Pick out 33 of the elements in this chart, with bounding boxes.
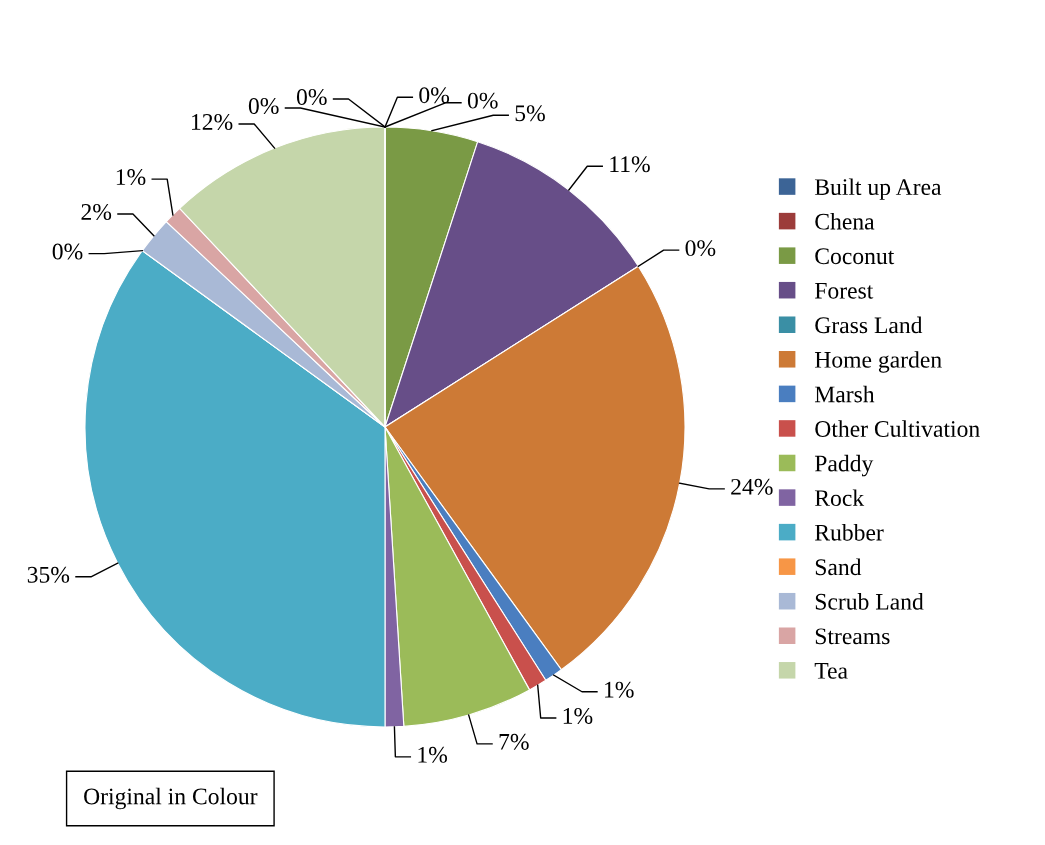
data-label: 1%	[116, 169, 146, 186]
data-label: 7%	[499, 733, 529, 750]
text: 0%	[467, 92, 498, 109]
legend-label: Sand	[815, 558, 862, 576]
data-label: 2%	[81, 203, 112, 220]
legend-label: Paddy	[814, 454, 874, 477]
data-label: 24%	[731, 478, 773, 495]
legend-label: Chena	[815, 213, 875, 230]
text: 0%	[296, 89, 327, 106]
data-label: 12%	[192, 114, 233, 131]
text: 0%	[419, 87, 450, 104]
legend-label: Scrub Land	[815, 593, 924, 610]
legend-label: Rock	[814, 489, 865, 507]
text: 0%	[52, 243, 83, 260]
text: 0%	[248, 98, 279, 115]
legend-label: Tea	[814, 663, 848, 679]
data-label: 1%	[418, 746, 448, 763]
text: 0%	[685, 240, 716, 257]
legend-label: Built up Area	[814, 178, 942, 200]
text: Original in Colour	[84, 787, 258, 810]
legend-label: Coconut	[815, 248, 895, 265]
legend-label: Other Cultivation	[815, 420, 980, 437]
legend-label: Grass Land	[815, 316, 923, 334]
data-label: 1%	[605, 681, 634, 698]
data-label: 5%	[515, 105, 545, 122]
data-label: 35%	[27, 566, 70, 583]
legend-label: Rubber	[814, 524, 884, 541]
legend-label: Streams	[815, 628, 890, 645]
data-label: 1%	[563, 707, 593, 724]
legend-label: Marsh	[814, 385, 875, 403]
legend-label: Home garden	[814, 351, 942, 373]
legend-label: Forest	[814, 283, 874, 299]
data-label: 11%	[610, 156, 650, 173]
